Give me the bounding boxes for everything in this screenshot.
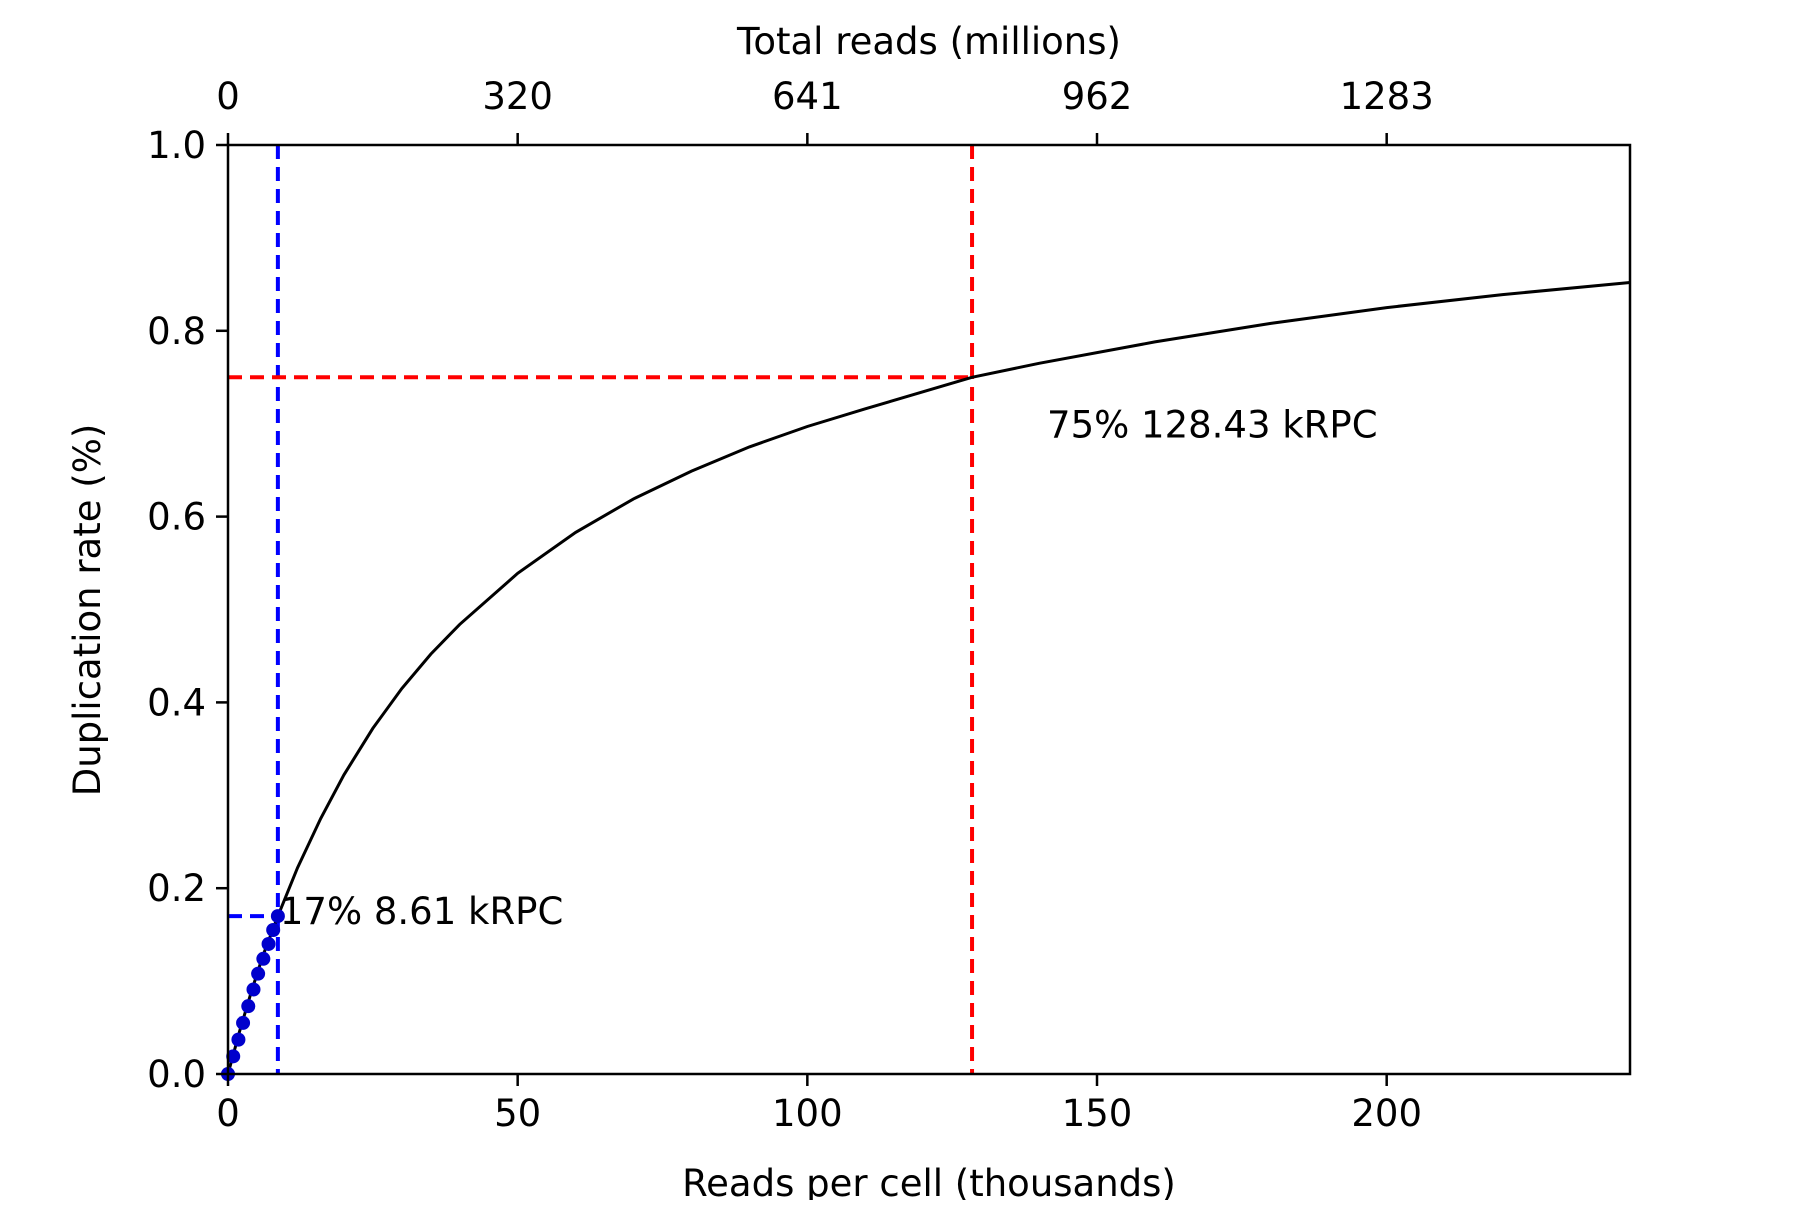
top-tick-label: 641 bbox=[772, 75, 843, 118]
top-axis-ticks: 0 320 641 962 1283 bbox=[216, 75, 1434, 145]
y-tick-label: 0.6 bbox=[147, 496, 206, 539]
top-tick-label: 1283 bbox=[1340, 75, 1434, 118]
x-axis-title: Reads per cell (thousands) bbox=[682, 1162, 1176, 1200]
annotation-75pct: 75% 128.43 kRPC bbox=[1047, 403, 1378, 446]
x-axis-ticks: 0 50 100 150 200 bbox=[216, 1074, 1422, 1135]
annotation-17pct: 17% 8.61 kRPC bbox=[280, 890, 563, 933]
x-tick-label: 150 bbox=[1062, 1092, 1133, 1135]
data-point bbox=[226, 1049, 241, 1064]
y-tick-label: 0.0 bbox=[147, 1053, 206, 1096]
data-point bbox=[236, 1015, 251, 1030]
y-tick-label: 0.4 bbox=[147, 681, 206, 724]
data-point bbox=[261, 936, 276, 951]
data-point bbox=[266, 923, 281, 938]
top-tick-label: 962 bbox=[1062, 75, 1133, 118]
y-tick-label: 1.0 bbox=[147, 124, 206, 167]
top-axis-title: Total reads (millions) bbox=[736, 20, 1121, 63]
data-point bbox=[251, 966, 266, 981]
y-axis-ticks: 0.0 0.2 0.4 0.6 0.8 1.0 bbox=[147, 124, 228, 1096]
data-point bbox=[246, 982, 261, 997]
x-tick-label: 50 bbox=[494, 1092, 541, 1135]
y-tick-label: 0.8 bbox=[147, 310, 206, 353]
x-tick-label: 0 bbox=[216, 1092, 240, 1135]
y-tick-label: 0.2 bbox=[147, 867, 206, 910]
top-tick-label: 320 bbox=[482, 75, 553, 118]
data-point bbox=[270, 909, 285, 924]
plot-frame bbox=[226, 143, 1632, 1076]
data-point bbox=[241, 999, 256, 1014]
x-tick-label: 200 bbox=[1351, 1092, 1422, 1135]
observed-points bbox=[221, 909, 285, 1081]
duplication-curve bbox=[226, 281, 1631, 1075]
data-point bbox=[256, 951, 271, 966]
top-tick-label: 0 bbox=[216, 75, 240, 118]
x-tick-label: 100 bbox=[772, 1092, 843, 1135]
y-axis-title: Duplication rate (%) bbox=[66, 424, 109, 797]
curve-layer bbox=[226, 281, 1631, 1075]
data-point bbox=[231, 1032, 246, 1047]
